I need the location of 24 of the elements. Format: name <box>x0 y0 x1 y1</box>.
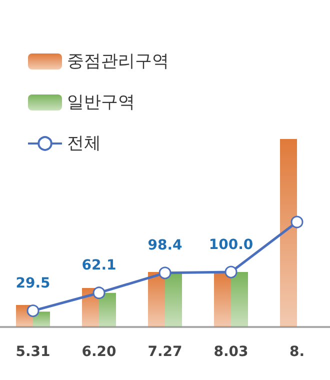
data-label: 62.1 <box>82 258 116 274</box>
x-tick-label: 5.31 <box>16 344 50 360</box>
bar <box>148 272 165 327</box>
point <box>290 216 304 228</box>
data-label: 29.5 <box>16 276 50 292</box>
point <box>26 304 40 318</box>
x-tick-label: 6.20 <box>82 344 117 360</box>
data-label: 98.4 <box>148 238 183 254</box>
x-tick-label: 8. <box>289 344 305 360</box>
point <box>158 266 172 280</box>
x-tick-label: 7.27 <box>148 344 182 360</box>
legend-label: 일반구역 <box>67 92 135 112</box>
bar <box>280 139 297 327</box>
bar <box>214 272 231 327</box>
bar <box>99 292 116 327</box>
point <box>92 286 106 300</box>
bar <box>231 272 248 327</box>
legend-label: 중점관리구역 <box>67 52 169 72</box>
data-label: 100.0 <box>208 236 254 253</box>
x-tick-label: 8.03 <box>214 344 248 360</box>
bar <box>33 312 50 327</box>
bar <box>165 272 182 327</box>
point <box>224 266 238 278</box>
legend-label: 전체 <box>67 134 101 154</box>
